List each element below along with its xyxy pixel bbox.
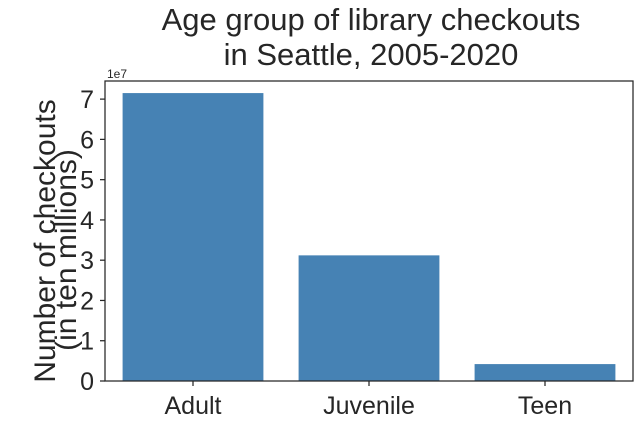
y-tick-label-6: 6 [80,126,94,154]
plot-area: 0 1 2 3 4 5 6 7 Adult Juvenile Teen [80,80,634,420]
y-tick-label-1: 1 [80,328,94,356]
y-tick-label-5: 5 [80,167,94,195]
y-tick-label-0: 0 [80,368,94,396]
y-tick-label-7: 7 [80,86,94,114]
y-axis-label-line-1: Number of checkouts [29,99,62,382]
x-tick-label-teen: Teen [518,392,572,420]
chart-title-line-1: Age group of library checkouts [162,2,581,37]
y-axis-label-line-2: (in ten millions) [50,149,83,351]
y-tick-label-4: 4 [80,207,94,235]
x-tick-label-juvenile: Juvenile [323,392,415,420]
bar-juvenile [298,255,440,381]
bar-adult [122,93,264,381]
bar-teen [474,364,616,381]
y-tick-label-2: 2 [80,287,94,315]
chart-title-line-2: in Seattle, 2005-2020 [224,37,519,72]
y-axis-offset-text: 1e7 [107,67,127,81]
x-tick-label-adult: Adult [165,392,222,420]
y-tick-label-3: 3 [80,247,94,275]
